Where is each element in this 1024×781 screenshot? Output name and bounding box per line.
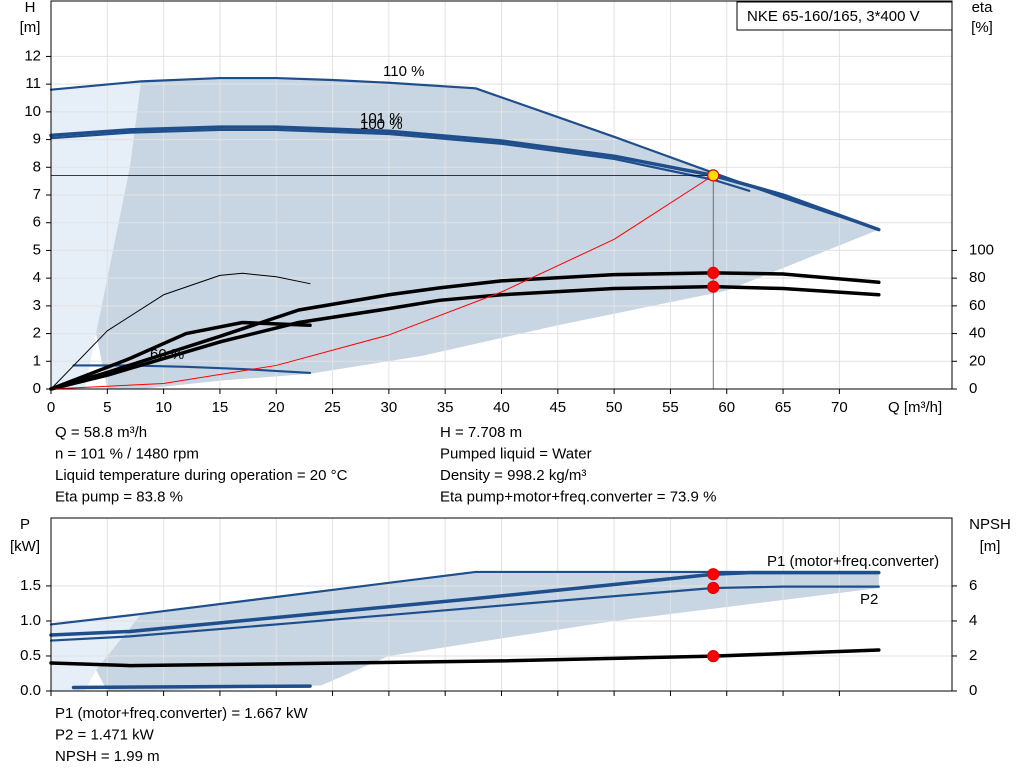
y2-tick-label: 20 bbox=[969, 352, 986, 369]
y-tick-label: 0 bbox=[33, 380, 41, 397]
result-note: P1 (motor+freq.converter) = 1.667 kW bbox=[55, 705, 308, 722]
duty-point bbox=[707, 280, 720, 293]
result-note: Q = 58.8 m³/h bbox=[55, 424, 147, 441]
curve bbox=[49, 570, 880, 626]
y2-axis-label: eta bbox=[972, 0, 994, 16]
y-tick-label: 10 bbox=[24, 103, 41, 120]
y2-axis-unit: [%] bbox=[971, 19, 993, 36]
curve-label: 101 % bbox=[360, 110, 403, 127]
y-tick-label: 1 bbox=[33, 352, 41, 369]
y-tick-label: 9 bbox=[33, 131, 41, 148]
x-tick-label: 65 bbox=[775, 399, 792, 416]
y-tick-label: 8 bbox=[33, 158, 41, 175]
x-tick-label: 0 bbox=[47, 399, 55, 416]
result-note: n = 101 % / 1480 rpm bbox=[55, 445, 199, 462]
y2-axis-unit: [m] bbox=[980, 538, 1001, 555]
x-tick-label: 55 bbox=[662, 399, 679, 416]
curve bbox=[49, 271, 881, 391]
duty-point bbox=[707, 169, 720, 182]
duty-point bbox=[707, 650, 720, 663]
curve bbox=[49, 585, 880, 642]
y-axis-unit: [kW] bbox=[10, 538, 40, 555]
x-tick-label: 35 bbox=[437, 399, 454, 416]
y-tick-label: 1.5 bbox=[20, 577, 41, 594]
duty-point bbox=[707, 568, 720, 581]
curve-annotation: P2 bbox=[860, 591, 878, 608]
y-tick-label: 6 bbox=[33, 214, 41, 231]
y-axis-label: H bbox=[25, 0, 36, 16]
y-tick-label: 7 bbox=[33, 186, 41, 203]
result-note: NPSH = 1.99 m bbox=[55, 748, 160, 765]
x-tick-label: 10 bbox=[155, 399, 172, 416]
y2-tick-label: 2 bbox=[969, 647, 977, 664]
y2-tick-label: 4 bbox=[969, 612, 977, 629]
y-tick-label: 11 bbox=[25, 75, 41, 92]
y2-tick-label: 40 bbox=[969, 325, 986, 342]
y-tick-label: 5 bbox=[33, 241, 41, 258]
y-tick-label: 12 bbox=[24, 47, 41, 64]
x-tick-label: 70 bbox=[831, 399, 848, 416]
operating-range-area bbox=[51, 81, 142, 389]
y-tick-label: 0.5 bbox=[20, 647, 41, 664]
curve-label: 110 % bbox=[383, 63, 424, 80]
y2-tick-label: 0 bbox=[969, 682, 977, 699]
title-box bbox=[736, 1, 953, 31]
curve bbox=[71, 684, 312, 690]
result-note: Liquid temperature during operation = 20… bbox=[55, 467, 348, 484]
y-tick-label: 0.0 bbox=[20, 682, 41, 699]
duty-point bbox=[707, 581, 720, 595]
curve bbox=[49, 648, 881, 668]
y2-tick-label: 6 bbox=[969, 577, 977, 594]
duty-point bbox=[707, 266, 720, 279]
curve bbox=[49, 284, 881, 391]
y-axis-unit: [m] bbox=[20, 19, 41, 36]
curve bbox=[49, 125, 881, 232]
y-axis-label: P bbox=[20, 516, 30, 533]
x-tick-label: 60 bbox=[718, 399, 735, 416]
curve bbox=[49, 128, 751, 192]
result-note: Pumped liquid = Water bbox=[440, 445, 592, 462]
chart-title: NKE 65-160/165, 3*400 V bbox=[747, 8, 920, 25]
curve-annotation: P1 (motor+freq.converter) bbox=[767, 553, 939, 570]
y2-tick-label: 60 bbox=[969, 297, 986, 314]
x-axis-label: Q [m³/h] bbox=[888, 399, 942, 416]
x-tick-label: 5 bbox=[103, 399, 111, 416]
y2-axis-label: NPSH bbox=[969, 516, 1011, 533]
curve bbox=[50, 174, 714, 390]
curve bbox=[50, 272, 311, 390]
curve bbox=[49, 320, 312, 391]
y-tick-label: 2 bbox=[33, 325, 41, 342]
result-note: H = 7.708 m bbox=[440, 424, 522, 441]
result-note: Density = 998.2 kg/m³ bbox=[440, 467, 586, 484]
y-tick-label: 1.0 bbox=[20, 612, 41, 629]
y2-tick-label: 0 bbox=[969, 380, 977, 397]
y-tick-label: 3 bbox=[33, 297, 41, 314]
x-tick-label: 40 bbox=[493, 399, 510, 416]
y2-tick-label: 80 bbox=[969, 269, 986, 286]
x-tick-label: 25 bbox=[324, 399, 341, 416]
curve-label: 100 % bbox=[360, 116, 403, 133]
x-tick-label: 30 bbox=[381, 399, 398, 416]
x-tick-label: 45 bbox=[549, 399, 566, 416]
curve bbox=[49, 570, 881, 637]
y-tick-label: 4 bbox=[33, 269, 41, 286]
y2-tick-label: 100 bbox=[969, 241, 994, 258]
x-tick-label: 50 bbox=[606, 399, 623, 416]
x-tick-label: 20 bbox=[268, 399, 285, 416]
result-note: Eta pump = 83.8 % bbox=[55, 488, 183, 505]
result-note: Eta pump+motor+freq.converter = 73.9 % bbox=[440, 488, 716, 505]
operating-range-area bbox=[96, 571, 879, 691]
result-note: P2 = 1.471 kW bbox=[55, 726, 155, 743]
x-tick-label: 15 bbox=[212, 399, 229, 416]
